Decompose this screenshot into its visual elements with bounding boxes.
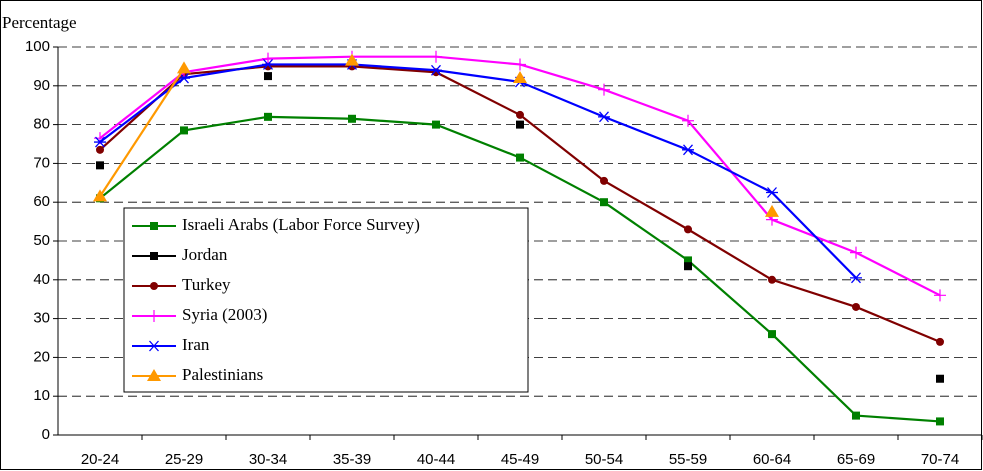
y-tick-label: 20 [33,348,50,365]
data-point [682,144,694,156]
y-tick-label: 100 [25,38,50,55]
legend-marker [150,252,158,260]
data-point [768,330,776,339]
data-point [516,110,524,119]
data-point [766,187,778,198]
data-point [850,272,862,284]
data-point [345,53,359,66]
x-tick-label: 55-59 [669,451,707,468]
data-point [765,204,779,217]
data-point [264,72,272,81]
data-point [598,83,610,96]
legend-box [123,207,529,393]
data-point [348,114,356,123]
legend-label: Turkey [182,275,231,294]
legend-marker [150,282,158,290]
x-tick-label: 35-39 [333,451,371,468]
y-tick-label: 70 [33,154,50,171]
data-point [934,289,946,302]
x-tick-label: 60-64 [753,451,791,468]
data-point [514,58,526,71]
data-point [264,112,272,121]
data-point [936,337,944,346]
x-tick-label: 70-74 [921,451,959,468]
legend-marker [147,369,161,381]
data-point [852,411,860,420]
y-tick-label: 30 [33,310,50,327]
data-point [177,61,191,74]
data-point [598,111,610,123]
x-tick-label: 30-34 [249,451,287,468]
x-tick-label: 40-44 [417,451,455,468]
data-point [513,71,527,84]
data-point [516,120,524,129]
legend-label: Iran [182,335,210,354]
data-point [852,302,860,311]
y-tick-label: 10 [33,387,50,404]
y-tick-label: 60 [33,193,50,210]
x-tick-label: 25-29 [165,451,203,468]
data-point [180,126,188,135]
data-point [682,114,694,127]
legend-label: Israeli Arabs (Labor Force Survey) [182,215,420,234]
y-tick-label: 50 [33,232,50,249]
data-point [93,189,107,202]
y-tick-label: 40 [33,271,50,288]
data-point [684,256,692,265]
x-tick-label: 50-54 [585,451,623,468]
data-point [262,59,274,70]
data-point [432,120,440,129]
x-tick-label: 20-24 [81,451,119,468]
legend-label: Syria (2003) [182,305,267,324]
data-point [430,64,442,76]
data-point [96,145,104,154]
data-point [600,198,608,207]
y-tick-label: 90 [33,77,50,94]
legend-label: Palestinians [182,365,263,384]
data-point [600,176,608,185]
x-tick-label: 45-49 [501,451,539,468]
data-point [936,417,944,426]
data-point [262,52,274,65]
y-tick-label: 0 [42,426,50,443]
legend-marker [148,310,160,322]
data-point [684,225,692,234]
x-tick-label: 65-69 [837,451,875,468]
data-point [96,161,104,170]
legend-label: Jordan [182,245,228,264]
data-point [94,136,106,148]
y-tick-label: 80 [33,116,50,133]
data-point [516,153,524,162]
data-point [430,50,442,63]
data-point [936,374,944,383]
data-point [850,246,862,259]
legend-marker [148,340,160,352]
series-line [99,63,857,279]
y-axis-label: Percentage [2,13,77,32]
data-point [178,72,190,84]
data-point [768,275,776,284]
data-point [684,262,692,271]
legend-marker [150,222,158,230]
